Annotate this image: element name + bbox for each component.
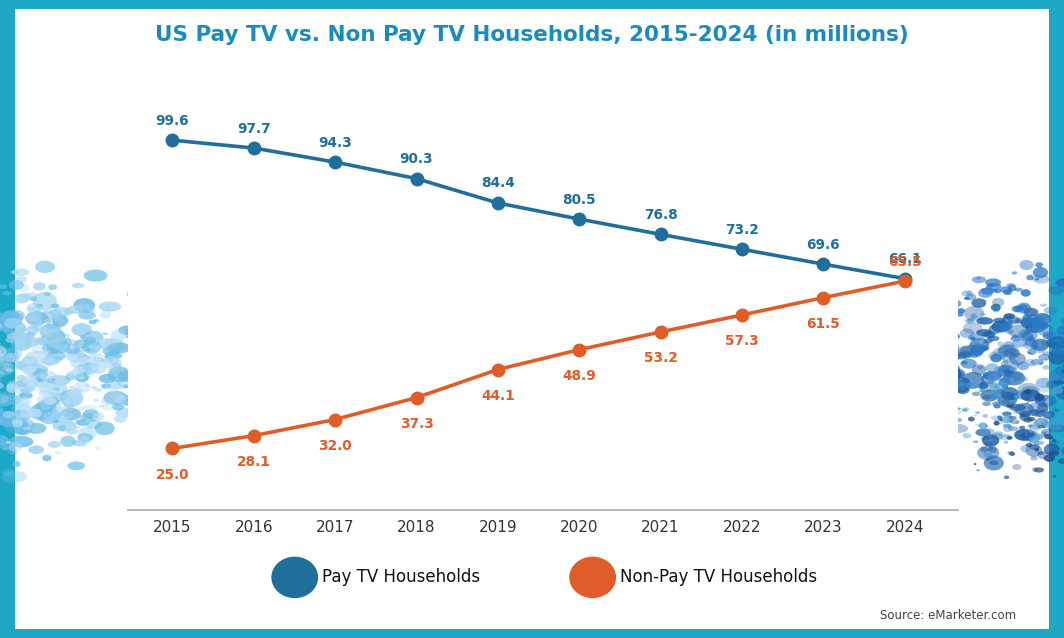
Text: 73.2: 73.2: [725, 223, 759, 237]
Text: 69.6: 69.6: [807, 237, 841, 251]
Text: Pay TV Households: Pay TV Households: [322, 568, 481, 586]
Text: Non-Pay TV Households: Non-Pay TV Households: [620, 568, 817, 586]
Text: 94.3: 94.3: [318, 136, 352, 149]
Text: 44.1: 44.1: [481, 389, 515, 403]
Text: 99.6: 99.6: [155, 114, 189, 128]
Text: 53.2: 53.2: [644, 352, 678, 366]
Text: 25.0: 25.0: [155, 468, 189, 482]
Text: 66.1: 66.1: [887, 252, 921, 266]
Text: 61.5: 61.5: [807, 317, 841, 331]
Text: 80.5: 80.5: [563, 193, 596, 207]
Text: 76.8: 76.8: [644, 208, 678, 222]
Text: 97.7: 97.7: [237, 122, 270, 135]
Text: 90.3: 90.3: [400, 152, 433, 166]
Text: 48.9: 48.9: [563, 369, 596, 383]
Text: 37.3: 37.3: [400, 417, 433, 431]
Text: 28.1: 28.1: [237, 455, 270, 469]
Text: US Pay TV vs. Non Pay TV Households, 2015-2024 (in millions): US Pay TV vs. Non Pay TV Households, 201…: [155, 25, 909, 45]
Text: Source: eMarketer.com: Source: eMarketer.com: [880, 609, 1016, 622]
Text: 65.5: 65.5: [887, 255, 921, 269]
Text: 57.3: 57.3: [725, 334, 759, 348]
Text: 32.0: 32.0: [318, 439, 352, 453]
Text: 84.4: 84.4: [481, 177, 515, 191]
